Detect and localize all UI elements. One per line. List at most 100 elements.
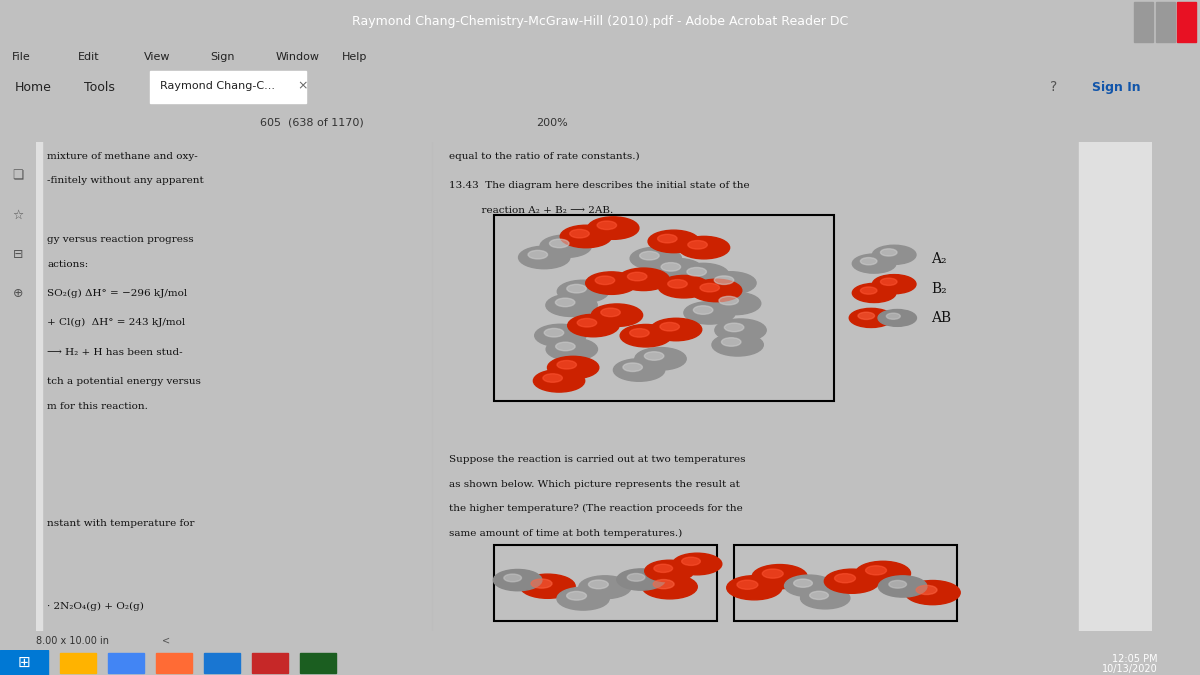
Circle shape (556, 342, 575, 351)
Bar (1080, 93, 1158, 675)
Bar (733, 545, 956, 621)
Circle shape (644, 352, 664, 360)
Text: −: − (1140, 17, 1147, 27)
Circle shape (540, 235, 592, 257)
Circle shape (852, 254, 896, 273)
Circle shape (556, 298, 575, 306)
Circle shape (652, 259, 703, 281)
Circle shape (648, 230, 700, 252)
Circle shape (613, 359, 665, 381)
Bar (0, 650, 48, 675)
Circle shape (654, 564, 673, 572)
Circle shape (850, 308, 893, 327)
Circle shape (694, 306, 713, 315)
Text: View: View (144, 52, 170, 61)
Circle shape (542, 374, 563, 382)
Bar (300, 653, 336, 672)
Circle shape (520, 574, 575, 598)
Circle shape (595, 276, 614, 285)
Circle shape (878, 576, 926, 597)
Circle shape (586, 272, 637, 294)
Text: ­finitely without any apparent: ­finitely without any apparent (47, 176, 204, 186)
Text: ✕: ✕ (1183, 17, 1190, 27)
Text: File: File (12, 52, 31, 61)
Circle shape (712, 333, 763, 356)
Circle shape (721, 338, 740, 346)
Text: Raymond Chang-Chemistry-McGraw-Hill (2010).pdf - Adobe Acrobat Reader DC: Raymond Chang-Chemistry-McGraw-Hill (201… (352, 16, 848, 28)
Bar (1177, 2, 1196, 42)
Circle shape (660, 323, 679, 331)
Circle shape (560, 225, 612, 248)
Circle shape (762, 569, 784, 578)
Circle shape (601, 308, 620, 317)
Circle shape (810, 591, 828, 599)
Bar (0, 93, 42, 675)
Circle shape (620, 325, 672, 347)
Circle shape (640, 251, 659, 260)
Text: nstant with temperature for: nstant with temperature for (47, 519, 194, 528)
Circle shape (878, 310, 917, 326)
Circle shape (545, 329, 564, 337)
Text: A₂: A₂ (931, 252, 947, 266)
Text: B₂: B₂ (931, 281, 947, 296)
Circle shape (617, 569, 665, 590)
Circle shape (678, 263, 728, 286)
Circle shape (628, 574, 644, 581)
Text: SO₂(g) ΔH° = −296 kJ/mol: SO₂(g) ΔH° = −296 kJ/mol (47, 289, 187, 298)
Bar (150, 72, 306, 103)
Text: + Cl(g)  ΔH° = 243 kJ/mol: + Cl(g) ΔH° = 243 kJ/mol (47, 318, 186, 327)
Circle shape (852, 284, 896, 302)
Circle shape (889, 580, 906, 588)
Text: Edit: Edit (78, 52, 100, 61)
Bar (493, 215, 834, 401)
Circle shape (725, 323, 744, 331)
Text: 8.00 x 10.00 in: 8.00 x 10.00 in (36, 636, 109, 645)
Circle shape (856, 562, 911, 585)
Circle shape (785, 575, 834, 597)
Circle shape (661, 263, 680, 271)
Bar (1156, 2, 1175, 42)
Circle shape (667, 279, 688, 288)
Circle shape (834, 574, 856, 583)
Circle shape (630, 247, 682, 270)
Circle shape (546, 338, 598, 360)
Circle shape (690, 279, 742, 302)
Circle shape (528, 250, 547, 259)
Circle shape (550, 239, 569, 248)
Circle shape (860, 287, 877, 294)
Bar (108, 653, 144, 672)
Circle shape (557, 587, 610, 610)
Text: · 2N₂O₄(g) + O₂(g): · 2N₂O₄(g) + O₂(g) (47, 602, 144, 612)
Circle shape (493, 570, 542, 591)
Bar (60, 653, 96, 672)
Text: tch a potential energy versus: tch a potential energy versus (47, 377, 202, 386)
Circle shape (684, 302, 736, 324)
Circle shape (557, 360, 576, 369)
Text: 13.43  The diagram here describes the initial state of the: 13.43 The diagram here describes the ini… (449, 182, 750, 190)
Text: ⊞: ⊞ (18, 655, 30, 670)
Text: the higher temperature? (The reaction proceeds for the: the higher temperature? (The reaction pr… (449, 504, 743, 514)
Circle shape (566, 591, 587, 600)
Circle shape (598, 221, 617, 230)
Circle shape (719, 296, 738, 305)
Text: ❏: ❏ (12, 169, 24, 182)
Text: <: < (162, 636, 170, 645)
Circle shape (672, 554, 722, 575)
Circle shape (686, 267, 707, 276)
Text: mixture of methane and oxy-: mixture of methane and oxy- (47, 152, 198, 161)
Text: 200%: 200% (536, 117, 568, 128)
Text: Raymond Chang-C...: Raymond Chang-C... (160, 82, 275, 91)
Circle shape (644, 560, 694, 582)
Circle shape (714, 276, 733, 284)
Circle shape (709, 292, 761, 315)
Circle shape (618, 268, 670, 290)
Circle shape (678, 236, 730, 259)
Circle shape (588, 217, 638, 240)
Circle shape (547, 356, 599, 379)
Circle shape (887, 313, 900, 319)
Circle shape (905, 580, 960, 605)
Text: Home: Home (14, 80, 52, 94)
Circle shape (688, 240, 707, 249)
Circle shape (727, 576, 782, 600)
Circle shape (623, 363, 642, 371)
